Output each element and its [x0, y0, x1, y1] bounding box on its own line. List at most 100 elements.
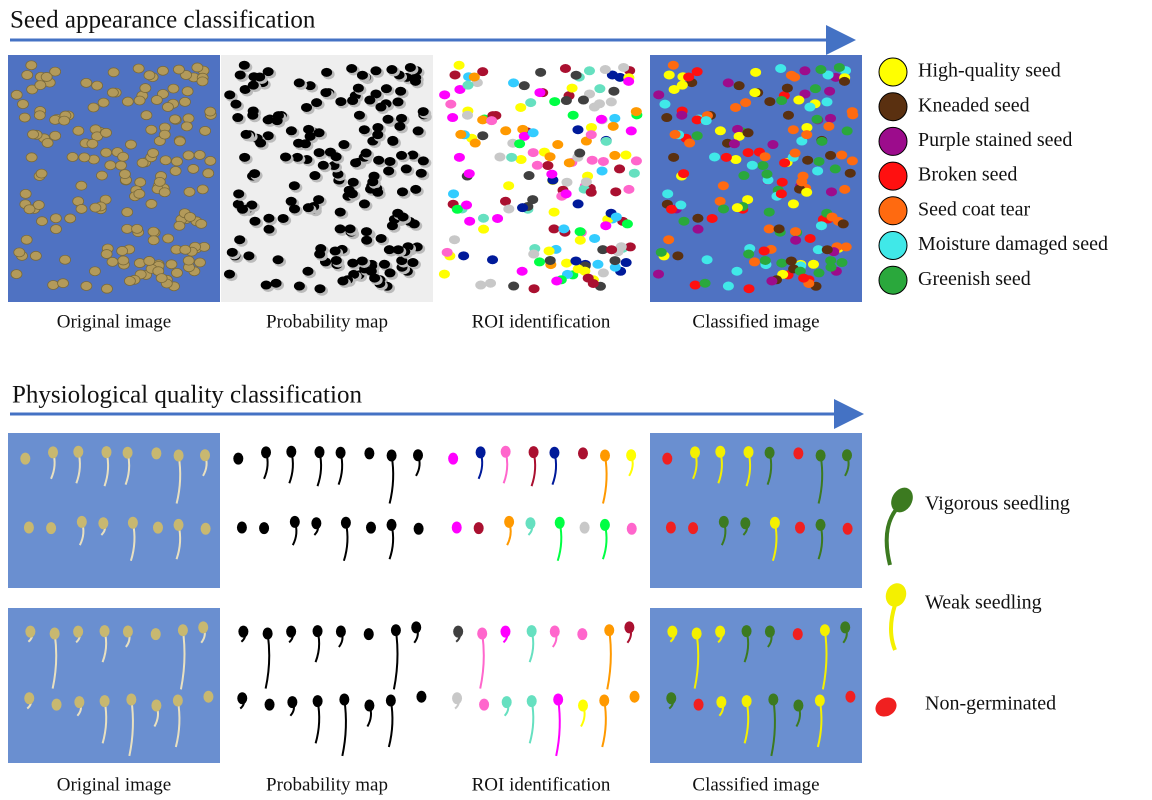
seed [610, 256, 621, 265]
seedling-seed [174, 450, 184, 462]
seed [723, 78, 734, 87]
seed [410, 77, 421, 86]
seed [108, 68, 119, 77]
seed [247, 111, 258, 120]
seed [227, 248, 238, 257]
seed [345, 224, 356, 233]
seed [122, 97, 133, 106]
seed [289, 181, 300, 190]
seed [379, 260, 390, 269]
seed [701, 116, 712, 125]
seedling-seed [770, 517, 780, 529]
seed [519, 81, 530, 90]
seed [125, 140, 136, 149]
seed [115, 161, 126, 170]
seed [205, 156, 216, 165]
seed [335, 208, 346, 217]
seed [824, 87, 835, 96]
seed [596, 115, 607, 124]
seedling-seed [74, 696, 84, 708]
seed [656, 248, 667, 257]
seed [331, 152, 342, 161]
seed [384, 157, 395, 166]
seed [410, 185, 421, 194]
seed [405, 63, 416, 72]
seed [629, 169, 640, 178]
seed [50, 214, 61, 223]
seed [718, 204, 729, 213]
seed [314, 148, 325, 157]
seedling-seed [842, 449, 852, 461]
seed [239, 61, 250, 70]
seedling-seed [452, 692, 462, 704]
seedling-seed [742, 625, 752, 637]
panel-label: ROI identification [472, 774, 611, 795]
seed [568, 111, 579, 120]
panel-label: Classified image [692, 774, 819, 795]
seed [134, 189, 145, 198]
seed [392, 97, 403, 106]
seed [350, 158, 361, 167]
seed [825, 151, 836, 160]
seed [174, 137, 185, 146]
seed [146, 125, 157, 134]
seed [823, 122, 834, 131]
seed [700, 279, 711, 288]
seed [774, 224, 785, 233]
seed [528, 250, 539, 259]
seed [631, 156, 642, 165]
legend-swatch [879, 266, 907, 294]
seed [144, 71, 155, 80]
seed [608, 87, 619, 96]
seed [122, 224, 133, 233]
seed [146, 199, 157, 208]
seed [194, 151, 205, 160]
seed [623, 77, 634, 86]
legend-swatch [882, 580, 909, 609]
seedling-seed [815, 694, 825, 706]
seedling-seed [816, 519, 826, 531]
seed [264, 225, 275, 234]
seed [303, 203, 314, 212]
seed [500, 126, 511, 135]
seedling-seed [578, 699, 588, 711]
seed [309, 171, 320, 180]
seed [515, 103, 526, 112]
seed [159, 130, 170, 139]
seed [401, 164, 412, 173]
seedling-seed [46, 522, 56, 534]
seed [185, 212, 196, 221]
legend-swatch [879, 232, 907, 260]
panel-image [221, 608, 433, 763]
seed [162, 103, 173, 112]
seedling-seed [386, 694, 396, 706]
seed [620, 151, 631, 160]
seed [48, 281, 59, 290]
panel-background [650, 433, 862, 588]
seed [330, 246, 341, 255]
seed [407, 258, 418, 267]
seed [447, 113, 458, 122]
seed [67, 152, 78, 161]
seed [294, 78, 305, 87]
panel-image [650, 608, 862, 763]
seed [631, 107, 642, 116]
panel-image [436, 55, 646, 302]
seed [575, 227, 586, 236]
page: {"sections": [ {"title": "Seed appearanc… [0, 0, 1152, 800]
panel-background [8, 608, 220, 763]
seedling-seed [153, 522, 163, 534]
panel-label: Original image [57, 311, 172, 332]
seed [734, 81, 745, 90]
seedling-seed [474, 522, 484, 534]
seedling-seed [845, 691, 855, 703]
seed [567, 84, 578, 93]
seedling-seed [265, 699, 275, 711]
legend-swatch [887, 505, 900, 565]
seed [836, 258, 847, 267]
seed [98, 98, 109, 107]
seedling-seed [100, 625, 110, 637]
seed [469, 72, 480, 81]
panel-image [221, 433, 433, 588]
seed [370, 66, 381, 75]
